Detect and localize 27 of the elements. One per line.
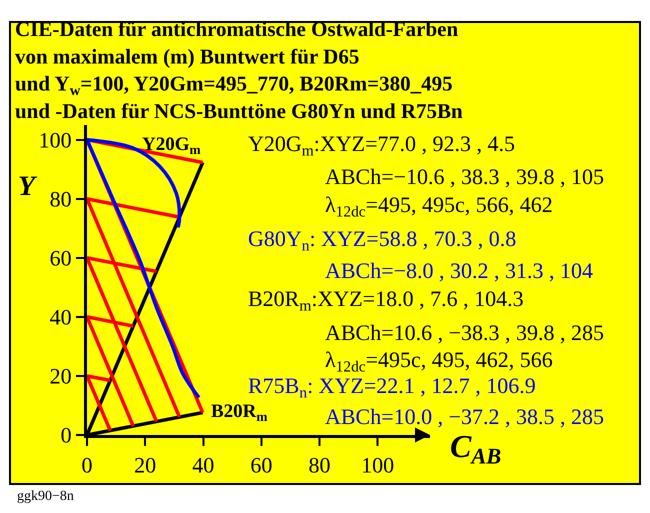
y-tick-label: 80 [50,186,72,212]
y-tick-label: 0 [60,422,72,448]
annotation: ABCh=−10.6 , 38.3 , 39.8 , 105 [325,164,604,189]
x-tick-label: 100 [361,452,394,478]
annotation: B20R$_{m}$ [211,401,268,424]
x-tick-label: 40 [192,452,214,478]
annotation: ABCh=10.0 , −37.2 , 38.5 , 285 [325,404,604,429]
annotation: ABCh=10.6 , −38.3 , 39.8 , 285 [325,320,604,345]
text: ggk90−8n [17,489,74,504]
x-axis-title: C$_{AB}$ [450,428,502,469]
y-tick-label: 60 [50,246,72,271]
annotation: B20R$_{m}$:XYZ=18.0 , 7.6 , 104.3 [248,286,524,315]
x-tick-label: 20 [134,452,156,478]
y-tick-label: 20 [50,364,72,389]
x-tick-label: 0 [82,452,92,478]
annotation: Y20G$_{m}$:XYZ=77.0 , 92.3 , 4.5 [248,131,515,160]
annotation: λ$_{12dc}$=495, 495c, 566, 462 [325,192,553,221]
y-tick-label: 100 [38,127,72,152]
annotation: G80Y$_{n}$: XYZ=58.8 , 70.3 , 0.8 [248,226,516,255]
annotation: λ$_{12dc}$=495c, 495, 462, 566 [325,347,553,376]
y-tick-label: 40 [50,304,72,330]
x-tick-label: 60 [250,452,272,478]
x-tick-label: 80 [308,452,331,478]
annotation: ABCh=−8.0 , 30.2 , 31.3 , 104 [325,258,594,283]
annotation: R75B$_{n}$: XYZ=22.1 , 12.7 , 106.9 [248,373,536,402]
y-axis-title: Y [18,171,38,202]
annotation: Y20G$_{m}$ [142,134,201,157]
